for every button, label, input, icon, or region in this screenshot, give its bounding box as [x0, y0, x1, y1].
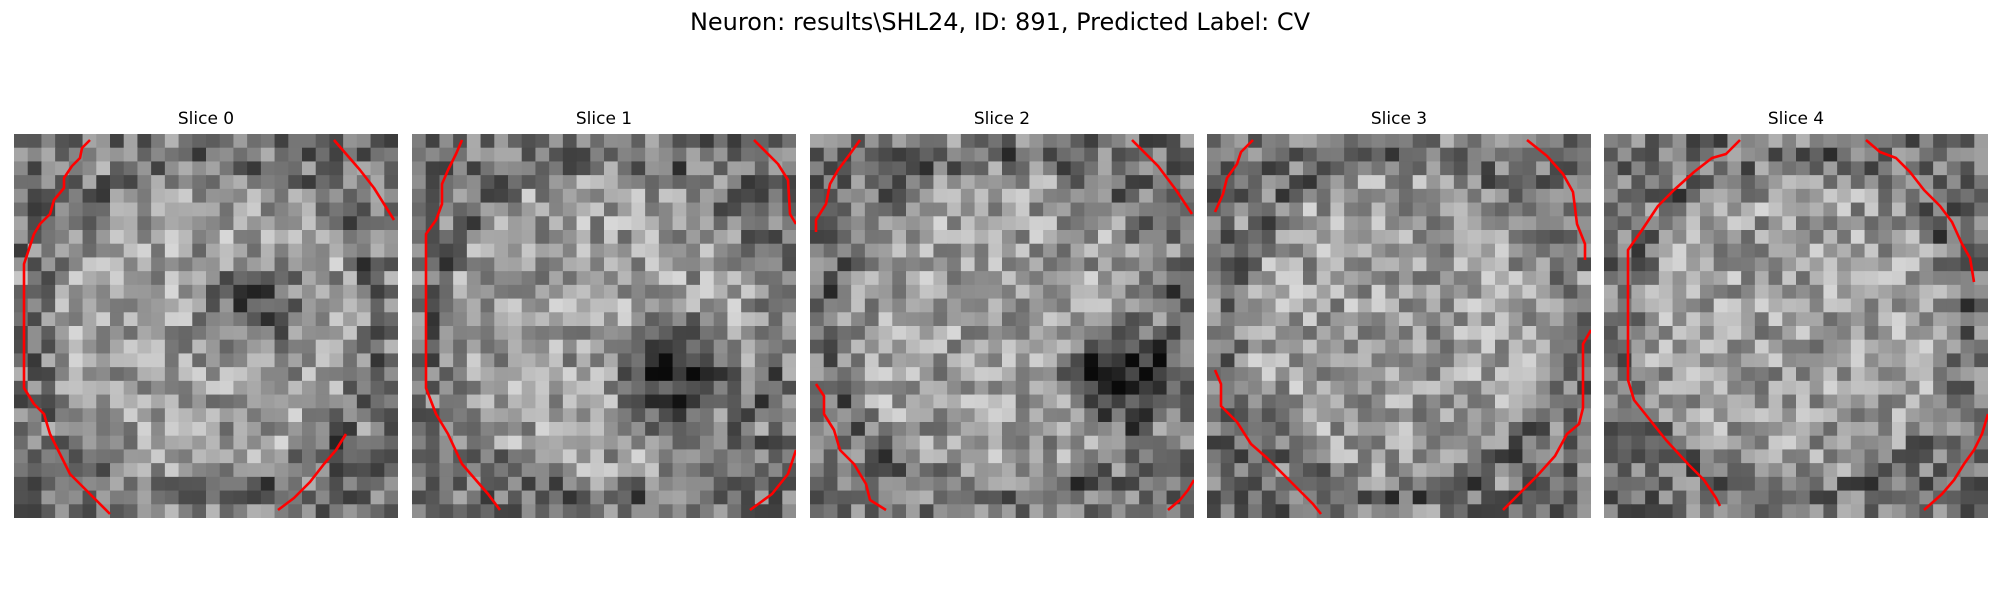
- contour-line: [1502, 329, 1591, 511]
- slice-title-0: Slice 0: [177, 109, 235, 129]
- contour-line: [1865, 139, 1976, 283]
- contour-line: [1131, 139, 1194, 215]
- contour-line: [1626, 139, 1741, 507]
- slice-panel-4: Slice 4: [1604, 108, 1988, 524]
- slice-image-2: [810, 134, 1194, 518]
- contour-line: [814, 139, 862, 232]
- contour-line: [1526, 138, 1587, 260]
- contour-line: [277, 433, 348, 512]
- slice-image-1: [412, 134, 796, 518]
- contour-line: [1167, 479, 1194, 511]
- slice-title-2: Slice 2: [973, 109, 1031, 129]
- slice-title-3: Slice 3: [1370, 109, 1428, 129]
- slice-panel-3: Slice 3: [1207, 108, 1591, 524]
- contour-line: [814, 383, 887, 512]
- slice-panel-1: Slice 1: [412, 108, 796, 524]
- slice-panel-2: Slice 2: [810, 108, 1194, 524]
- contour-line: [1923, 413, 1988, 511]
- contour-line: [22, 139, 111, 515]
- figure-suptitle: Neuron: results\SHL24, ID: 891, Predicte…: [689, 8, 1311, 36]
- slice-title-4: Slice 4: [1767, 109, 1825, 129]
- slice-panel-0: Slice 0: [14, 108, 398, 524]
- slice-image-4: [1604, 134, 1988, 518]
- contour-line: [1213, 139, 1254, 213]
- slice-title-1: Slice 1: [575, 109, 633, 129]
- contour-line: [424, 139, 502, 511]
- contour-line: [749, 449, 796, 512]
- slice-image-0: [14, 134, 398, 518]
- contour-line: [1213, 369, 1323, 515]
- contour-line: [753, 139, 796, 225]
- slice-image-3: [1207, 134, 1591, 518]
- contour-line: [333, 139, 396, 221]
